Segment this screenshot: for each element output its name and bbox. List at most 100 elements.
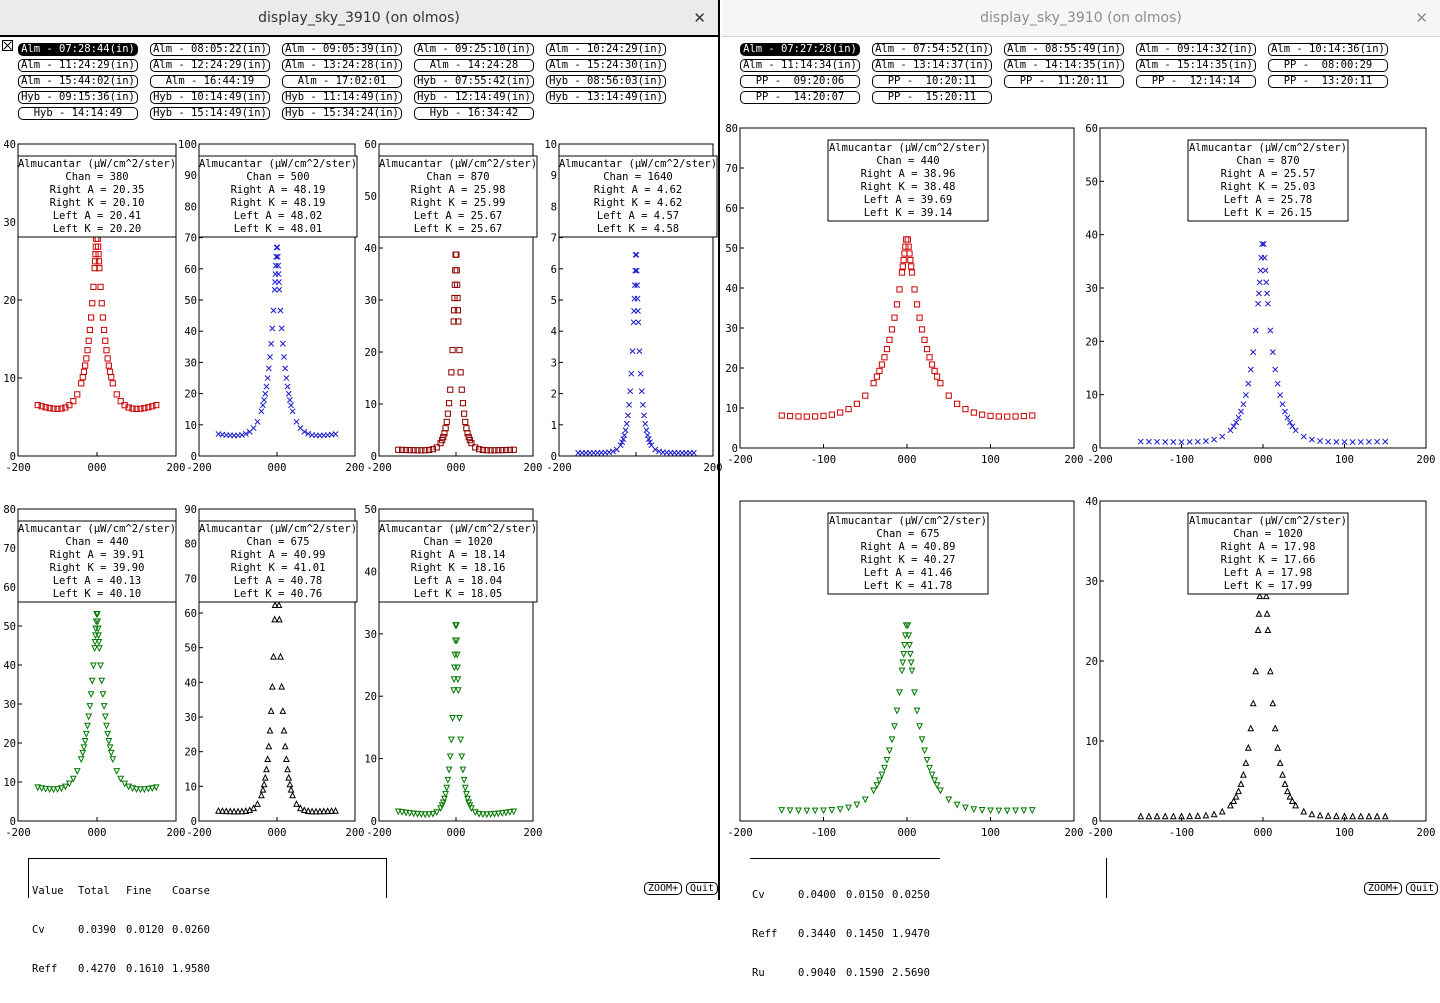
pin-icon[interactable] bbox=[2, 40, 13, 51]
time-select-button[interactable]: PP - 10:20:11 bbox=[872, 75, 992, 88]
data-point bbox=[987, 412, 994, 419]
data-point bbox=[46, 405, 53, 412]
time-select-button[interactable]: Alm - 08:55:49(in) bbox=[1004, 43, 1124, 56]
sky-radiance-plot[interactable]: 0 10 20 30 40 50 60 -200 000 200 Almucantar (µW/cm… bbox=[355, 138, 553, 476]
zoom-button[interactable]: ZOOM+ bbox=[1364, 882, 1403, 895]
data-point bbox=[286, 397, 293, 403]
time-select-button[interactable]: Hyb - 16:34:42 bbox=[414, 107, 534, 120]
stats-cell: Reff bbox=[752, 928, 778, 940]
sky-radiance-plot[interactable]: -200 -100 000 100 200 Almucantar (µW/cm^2/ste… bbox=[716, 495, 1094, 841]
right-window-titlebar[interactable]: display_sky_3910 (on olmos) ✕ bbox=[722, 0, 1440, 37]
time-select-button[interactable]: PP - 12:14:14 bbox=[1136, 75, 1256, 88]
data-point bbox=[456, 715, 463, 722]
data-point bbox=[812, 413, 819, 420]
data-point bbox=[820, 412, 827, 419]
time-select-button[interactable]: Alm - 14:24:28 bbox=[414, 59, 534, 72]
time-select-button[interactable]: Alm - 15:24:30(in) bbox=[546, 59, 666, 72]
quit-button[interactable]: Quit bbox=[1406, 882, 1439, 895]
data-point bbox=[288, 402, 294, 409]
time-select-button[interactable]: Alm - 07:27:28(in) bbox=[740, 43, 860, 56]
time-select-button[interactable]: Hyb - 15:34:24(in) bbox=[282, 107, 402, 120]
data-point bbox=[995, 807, 1003, 815]
time-select-button[interactable]: PP - 13:20:11 bbox=[1268, 75, 1388, 88]
data-point bbox=[296, 804, 304, 812]
time-select-button[interactable]: PP - 15:20:11 bbox=[872, 91, 992, 104]
x-tick-label: 100 bbox=[981, 454, 1000, 466]
time-select-button[interactable]: PP - 09:20:06 bbox=[740, 75, 860, 88]
time-select-button[interactable]: Alm - 11:14:34(in) bbox=[740, 59, 860, 72]
time-select-button[interactable]: Hyb - 12:14:49(in) bbox=[414, 91, 534, 104]
close-icon[interactable]: ✕ bbox=[1415, 9, 1428, 27]
data-point bbox=[265, 742, 273, 750]
time-select-button[interactable]: Alm - 11:24:29(in) bbox=[18, 59, 138, 72]
time-select-button[interactable]: Alm - 16:44:19 bbox=[150, 75, 270, 88]
time-select-button[interactable]: Hyb - 07:55:42(in) bbox=[414, 75, 534, 88]
data-point bbox=[433, 809, 441, 817]
time-select-button[interactable]: Alm - 10:14:36(in) bbox=[1268, 43, 1388, 56]
stats-cell: 0.1610 bbox=[126, 963, 164, 975]
time-select-button[interactable]: Hyb - 15:14:49(in) bbox=[150, 107, 270, 120]
sky-radiance-plot[interactable]: 0 10 20 30 40 50 60 -200 -100 000 100 200 Almucantar… bbox=[1076, 122, 1440, 468]
data-point bbox=[1289, 423, 1296, 430]
time-select-button[interactable]: Alm - 15:44:02(in) bbox=[18, 75, 138, 88]
time-select-button[interactable]: Alm - 09:14:32(in) bbox=[1136, 43, 1256, 56]
data-point bbox=[1232, 792, 1240, 800]
time-select-button[interactable]: PP - 14:20:07 bbox=[740, 91, 860, 104]
data-point bbox=[945, 796, 953, 804]
time-select-button[interactable]: PP - 08:00:29 bbox=[1268, 59, 1388, 72]
time-select-button[interactable]: Alm - 10:24:29(in) bbox=[546, 43, 666, 56]
sky-radiance-plot[interactable]: 0 10 20 30 40 -200 -100 000 100 200 Almucantar (µW… bbox=[1076, 495, 1440, 841]
time-select-button[interactable]: PP - 11:20:11 bbox=[1004, 75, 1124, 88]
y-tick-label: 20 bbox=[1085, 336, 1098, 348]
legend-title: Almucantar (µW/cm^2/ster) bbox=[379, 523, 537, 535]
data-point bbox=[410, 447, 417, 454]
time-select-button[interactable]: Hyb - 13:14:49(in) bbox=[546, 91, 666, 104]
data-point bbox=[475, 810, 483, 818]
data-point bbox=[38, 785, 46, 793]
data-point bbox=[152, 784, 160, 792]
time-select-button[interactable]: Alm - 08:05:22(in) bbox=[150, 43, 270, 56]
sky-radiance-plot[interactable]: 0 10 20 30 40 50 -200 000 200 Almucantar (µW/cm^2… bbox=[355, 503, 553, 841]
time-select-button[interactable]: Alm - 07:54:52(in) bbox=[872, 43, 992, 56]
zoom-button[interactable]: ZOOM+ bbox=[644, 882, 683, 895]
quit-button[interactable]: Quit bbox=[686, 882, 719, 895]
time-select-button[interactable]: Alm - 09:05:39(in) bbox=[282, 43, 402, 56]
data-point bbox=[98, 300, 105, 307]
time-select-button[interactable]: Alm - 12:24:29(in) bbox=[150, 59, 270, 72]
data-point bbox=[1161, 812, 1169, 820]
data-point bbox=[633, 267, 640, 274]
time-select-button[interactable]: Hyb - 10:14:49(in) bbox=[150, 91, 270, 104]
time-select-button[interactable]: Alm - 15:14:35(in) bbox=[1136, 59, 1256, 72]
time-select-button[interactable]: Hyb - 14:14:49 bbox=[18, 107, 138, 120]
time-select-button[interactable]: Alm - 17:02:01 bbox=[282, 75, 402, 88]
data-point bbox=[1194, 812, 1202, 819]
close-icon[interactable]: ✕ bbox=[693, 9, 706, 27]
sky-radiance-plot[interactable]: 0 10 20 30 40 50 60 70 80 -200 -100 000 100 200 Almuca… bbox=[716, 122, 1094, 468]
data-point bbox=[264, 375, 271, 382]
data-point bbox=[101, 326, 108, 334]
data-point bbox=[1186, 812, 1194, 820]
time-select-button[interactable]: Hyb - 11:14:49(in) bbox=[282, 91, 402, 104]
time-select-button[interactable]: Alm - 13:24:28(in) bbox=[282, 59, 402, 72]
data-point bbox=[275, 279, 282, 286]
time-select-button[interactable]: Alm - 14:14:35(in) bbox=[1004, 59, 1124, 72]
x-tick-label: 000 bbox=[268, 827, 287, 839]
data-point bbox=[873, 373, 881, 380]
time-select-button[interactable]: Alm - 09:25:10(in) bbox=[414, 43, 534, 56]
stats-cell: Cv bbox=[752, 889, 765, 901]
left-window-titlebar[interactable]: display_sky_3910 (on olmos) ✕ bbox=[0, 0, 718, 37]
data-point bbox=[91, 645, 99, 653]
data-point bbox=[906, 650, 914, 658]
time-select-button[interactable]: Alm - 07:28:44(in) bbox=[18, 43, 138, 56]
time-select-button[interactable]: Hyb - 09:15:36(in) bbox=[18, 91, 138, 104]
sky-radiance-plot[interactable]: 0 1 2 3 4 5 6 7 8 9 10 -200 200 Almucantar (µW/cm^2/s… bbox=[535, 138, 733, 476]
data-point bbox=[690, 449, 697, 456]
time-select-button[interactable]: Alm - 13:14:37(in) bbox=[872, 59, 992, 72]
data-point bbox=[904, 236, 911, 243]
data-point bbox=[87, 314, 95, 321]
time-select-button[interactable]: Hyb - 08:56:03(in) bbox=[546, 75, 666, 88]
